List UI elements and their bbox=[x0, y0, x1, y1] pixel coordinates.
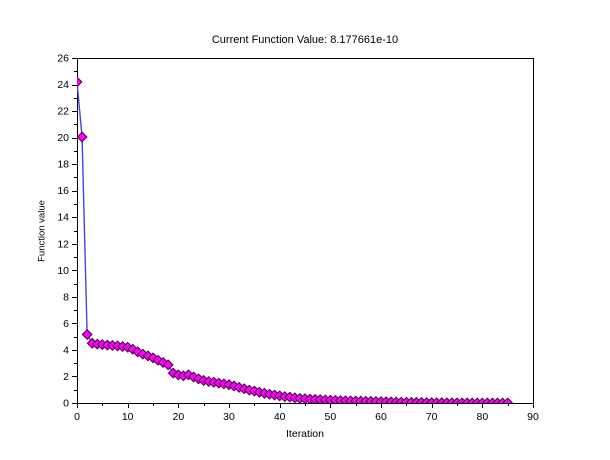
x-tick-label: 50 bbox=[324, 411, 336, 423]
x-tick-label: 90 bbox=[527, 411, 539, 423]
x-tick-label: 30 bbox=[223, 411, 235, 423]
axes bbox=[72, 58, 534, 408]
data-point-marker bbox=[147, 352, 159, 364]
data-point-marker bbox=[127, 343, 139, 355]
y-tick-label: 6 bbox=[63, 318, 69, 330]
data-point-marker bbox=[81, 329, 93, 341]
y-tick-label: 4 bbox=[63, 344, 69, 356]
y-tick-label: 22 bbox=[57, 106, 69, 118]
x-axis-label: Iteration bbox=[286, 428, 324, 440]
x-tick-label: 20 bbox=[172, 411, 184, 423]
x-tick-label: 60 bbox=[375, 411, 387, 423]
x-tick-label: 40 bbox=[274, 411, 286, 423]
data-point-marker bbox=[77, 131, 88, 143]
x-tick-label: 80 bbox=[476, 411, 488, 423]
y-tick-label: 14 bbox=[57, 212, 69, 224]
y-tick-label: 2 bbox=[63, 371, 69, 383]
y-tick-label: 24 bbox=[57, 79, 69, 91]
data-point-marker bbox=[77, 76, 83, 88]
data-point-marker bbox=[162, 359, 174, 371]
data-point-marker bbox=[182, 369, 194, 381]
y-tick-label: 12 bbox=[57, 238, 69, 250]
y-tick-label: 26 bbox=[57, 53, 69, 65]
y-tick-label: 8 bbox=[63, 291, 69, 303]
x-tick-label: 70 bbox=[426, 411, 438, 423]
x-tick-label: 0 bbox=[74, 411, 80, 423]
data-point-marker bbox=[502, 397, 514, 403]
chart-title: Current Function Value: 8.177661e-10 bbox=[211, 34, 399, 46]
data-point-marker bbox=[152, 354, 164, 366]
tick-labels: 0 10 20 30 40 50 60 70 80 90024681012141618202224… bbox=[57, 53, 539, 424]
series-group bbox=[77, 76, 514, 403]
y-tick-label: 10 bbox=[57, 265, 69, 277]
x-tick-label: 10 bbox=[122, 411, 134, 423]
y-tick-label: 20 bbox=[57, 132, 69, 144]
y-tick-label: 0 bbox=[63, 398, 69, 410]
y-tick-label: 16 bbox=[57, 185, 69, 197]
y-tick-label: 18 bbox=[57, 159, 69, 171]
